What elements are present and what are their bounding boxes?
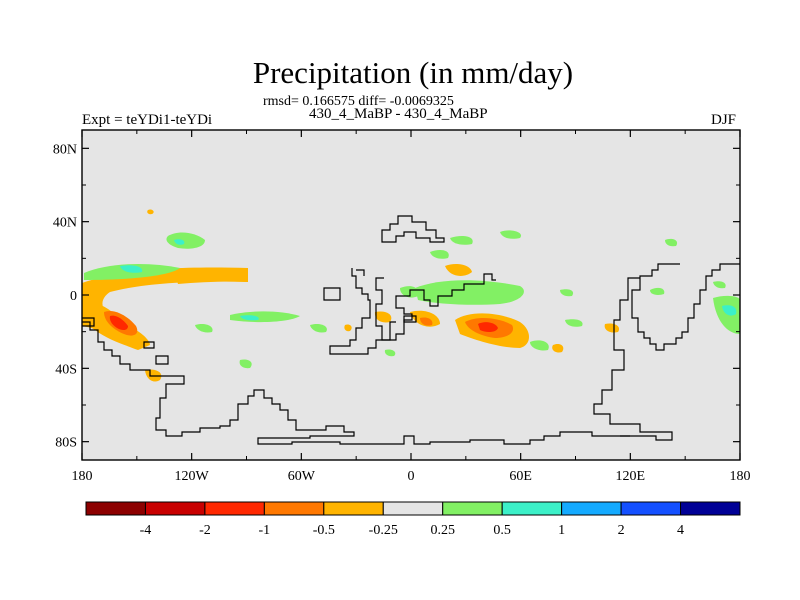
- season-label: DJF: [711, 112, 737, 128]
- field-green-blob-5: [239, 359, 252, 369]
- lon-tick-label: 0: [408, 469, 415, 484]
- map-panel: 80N 40N 0 40S 80S 180 120W 60W 0 60E 120E 180: [53, 129, 751, 484]
- colorbar-label: -2: [199, 523, 211, 538]
- field-green-blob-1: [500, 230, 521, 239]
- colorbar-boxes: [85, 501, 741, 516]
- coast-greenland-bits: [356, 269, 365, 276]
- lon-tick-label: 120E: [616, 469, 646, 484]
- colorbar-label: -4: [140, 523, 152, 538]
- colorbar-box: [85, 501, 146, 516]
- lon-tick-label: 180: [72, 469, 93, 484]
- colorbar-box: [561, 501, 622, 516]
- field-africa-south-3: [420, 317, 433, 326]
- field-green-blob-11: [713, 281, 726, 289]
- coast-south-america: [82, 321, 630, 445]
- lat-tick-label: 80N: [53, 142, 77, 157]
- lat-tick-label: 40N: [53, 216, 77, 231]
- field-indian-south-3: [552, 343, 564, 353]
- field-equatorial-indian: [415, 280, 524, 305]
- colorbar-box: [680, 501, 741, 516]
- longitude-axis: 180 120W 60W 0 60E 120E 180: [72, 130, 751, 484]
- coast-africa: [329, 268, 496, 355]
- field-green-blob-7: [565, 319, 583, 327]
- field-green-blob-3: [310, 323, 327, 333]
- field-east-africa-green: [400, 286, 419, 298]
- colorbar-box: [263, 501, 325, 516]
- coastlines: [82, 215, 740, 445]
- lat-tick-label: 80S: [55, 436, 77, 451]
- field-north-africa: [445, 264, 472, 276]
- lat-tick-label: 40S: [55, 362, 77, 377]
- colorbar-label: -0.25: [369, 523, 398, 538]
- field-pacific-south-teal: [240, 315, 259, 321]
- field-green-blob-2: [430, 250, 449, 259]
- colorbar-label: 0.25: [430, 523, 455, 538]
- field-central-pacific-teal: [120, 265, 143, 273]
- coast-europe: [381, 215, 445, 243]
- colorbar-label: 0.5: [493, 523, 511, 538]
- colorbar-box: [204, 501, 265, 516]
- colorbar-box: [144, 501, 206, 516]
- field-east-pacific-core-red: [109, 315, 128, 331]
- lon-tick-label: 60E: [509, 469, 532, 484]
- field-south-indian-red: [478, 322, 498, 333]
- field-indian-south-2: [604, 323, 620, 333]
- experiment-label: Expt = teYDi1-teYDi: [82, 112, 213, 128]
- field-green-blob-4: [195, 323, 213, 333]
- colorbar-labels: -4 -2 -1 -0.5 -0.25 0.25 0.5 1 2 4: [140, 523, 684, 538]
- field-atlantic-blob: [344, 324, 352, 332]
- field-pacific-blob-2: [147, 209, 154, 215]
- colorbar-box: [323, 501, 384, 516]
- field-green-blob-9: [650, 287, 665, 295]
- field-north-pacific-teal: [174, 239, 185, 245]
- field-green-blob-6: [530, 340, 549, 351]
- colorbar-box: [442, 501, 503, 516]
- coast-north-america-edge: [631, 263, 740, 351]
- colorbar-label: 2: [618, 523, 625, 538]
- colorbar-label: 4: [677, 523, 684, 538]
- lon-tick-label: 180: [730, 469, 751, 484]
- field-green-blob-13: [384, 349, 396, 357]
- colorbar-box: [501, 501, 563, 516]
- lat-tick-label: 0: [70, 289, 77, 304]
- field-green-blob-10: [665, 238, 678, 247]
- coast-island-c: [143, 341, 155, 349]
- coast-island-b: [155, 355, 169, 365]
- colorbar-label: -1: [259, 523, 271, 538]
- colorbar-box: [382, 501, 444, 516]
- colorbar-label: 1: [558, 523, 565, 538]
- coast-africa-inner: [375, 277, 396, 341]
- lon-tick-label: 120W: [175, 469, 210, 484]
- field-maritime-teal: [722, 305, 737, 316]
- field-green-blob-12: [560, 289, 574, 297]
- coast-island-e: [82, 317, 95, 327]
- field-green-blob-8: [713, 295, 740, 334]
- case-label: 430_4_MaBP - 430_4_MaBP: [309, 106, 488, 122]
- colorbar: -4 -2 -1 -0.5 -0.25 0.25 0.5 1 2 4: [85, 501, 741, 538]
- lon-tick-label: 60W: [288, 469, 316, 484]
- field-tropical-pacific: [175, 270, 248, 284]
- field-north-atlantic-green: [450, 236, 473, 245]
- coast-island-a: [323, 287, 341, 301]
- stats-line: rmsd= 0.166575 diff= -0.0069325: [263, 94, 454, 109]
- coast-island-d: [403, 315, 417, 323]
- colorbar-label: -0.5: [313, 523, 335, 538]
- field-africa-south-1: [374, 311, 392, 323]
- field-north-pacific-green: [166, 232, 205, 249]
- colorbar-box: [620, 501, 682, 516]
- chart-title: Precipitation (in mm/day): [252, 55, 574, 90]
- coast-australia: [593, 277, 673, 441]
- latitude-axis: 80N 40N 0 40S 80S: [53, 142, 740, 451]
- anomaly-fields: [82, 209, 740, 382]
